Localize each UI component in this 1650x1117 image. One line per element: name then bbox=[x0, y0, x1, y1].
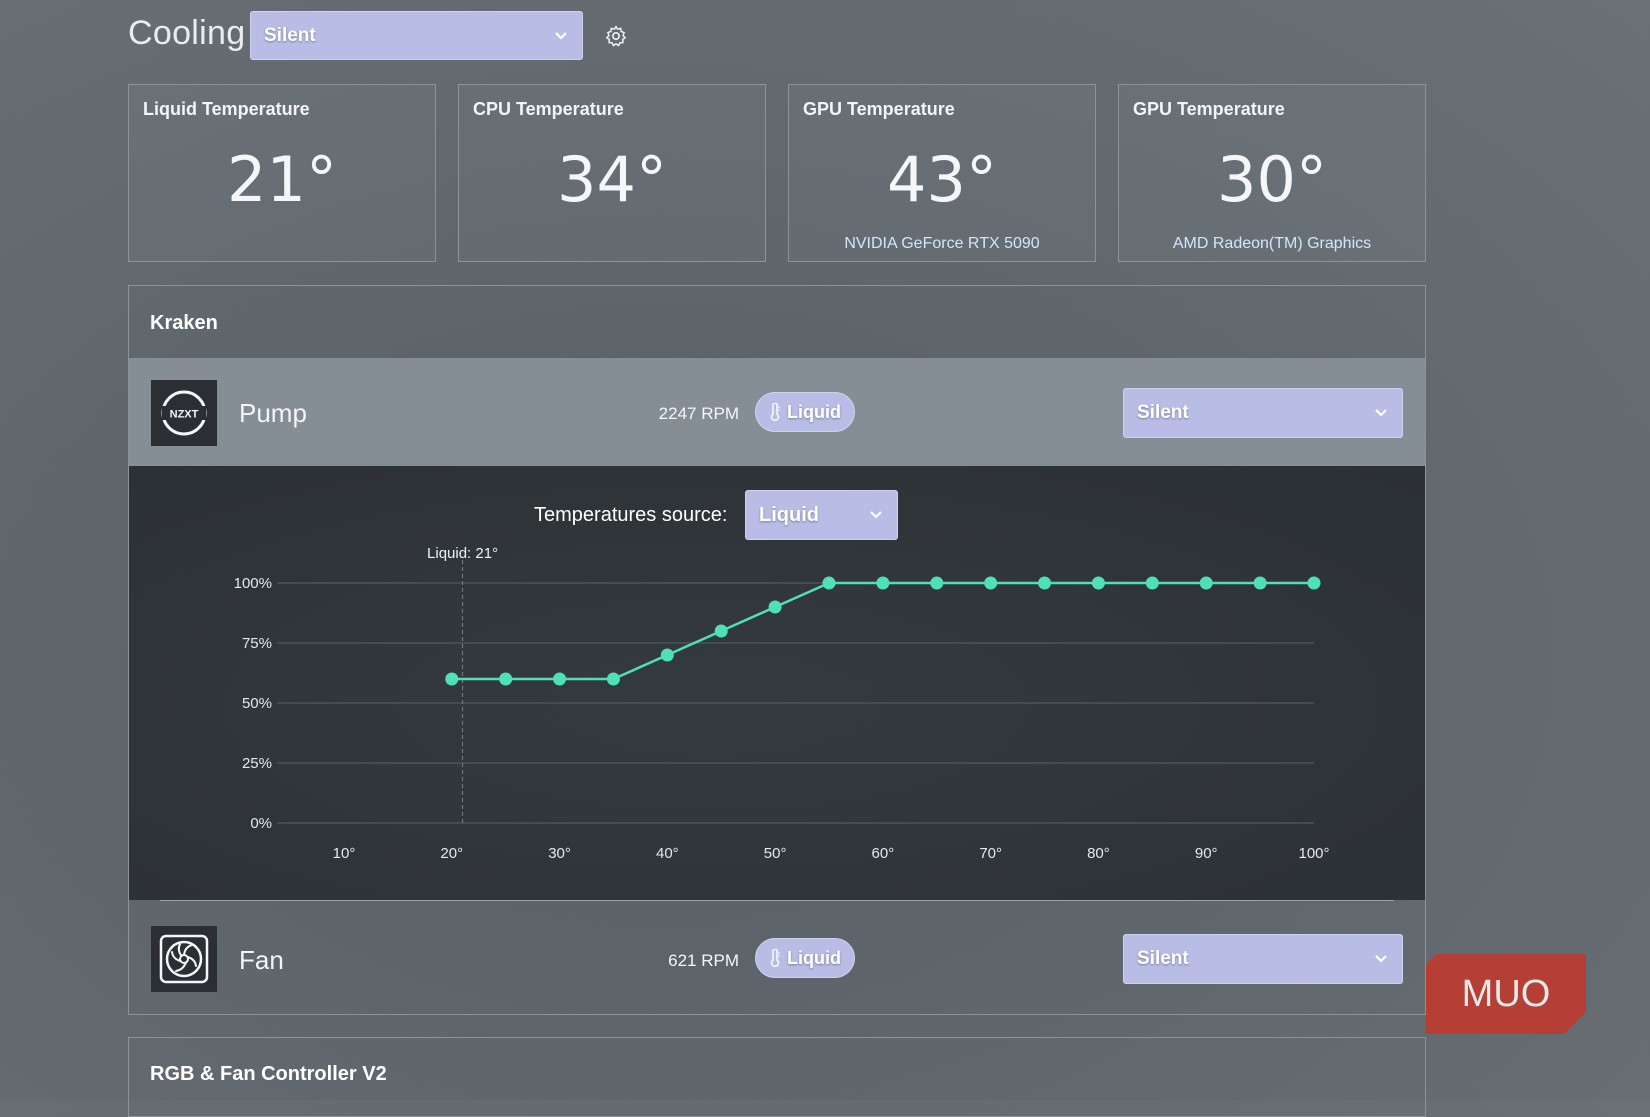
thermometer-icon bbox=[770, 949, 780, 967]
card-value: 30° bbox=[1217, 143, 1327, 216]
row-divider bbox=[160, 900, 1394, 901]
chevron-down-icon bbox=[870, 511, 882, 519]
nzxt-logo-icon: NZXT bbox=[151, 380, 217, 446]
card-value: 21° bbox=[227, 143, 337, 216]
rgb-fan-controller-title: RGB & Fan Controller V2 bbox=[150, 1063, 387, 1085]
curve-point[interactable] bbox=[1145, 576, 1159, 590]
muo-watermark-text: MUO bbox=[1462, 973, 1551, 1015]
x-tick-label: 50° bbox=[764, 845, 787, 862]
card-value: 43° bbox=[887, 143, 997, 216]
pump-name: Pump bbox=[239, 398, 307, 428]
muo-watermark-logo: MUO bbox=[1426, 954, 1586, 1034]
y-tick-label: 100% bbox=[234, 575, 272, 592]
card-label: Liquid Temperature bbox=[143, 99, 310, 119]
y-tick-label: 75% bbox=[242, 635, 272, 652]
nzxt-logo-text: NZXT bbox=[170, 409, 199, 421]
page-title: Cooling bbox=[128, 14, 246, 52]
x-tick-label: 70° bbox=[979, 845, 1002, 862]
curve-point[interactable] bbox=[606, 672, 620, 686]
curve-point[interactable] bbox=[499, 672, 513, 686]
curve-point[interactable] bbox=[553, 672, 567, 686]
x-tick-label: 100° bbox=[1298, 845, 1329, 862]
pump-profile-value: Silent bbox=[1137, 402, 1189, 423]
y-tick-label: 0% bbox=[250, 815, 272, 832]
gear-icon[interactable] bbox=[604, 24, 628, 48]
fan-icon bbox=[159, 934, 209, 984]
kraken-title: Kraken bbox=[150, 312, 218, 334]
temperature-source-value: Liquid bbox=[759, 503, 819, 526]
curve-point[interactable] bbox=[984, 576, 998, 590]
card-label: CPU Temperature bbox=[473, 99, 624, 119]
curve-point[interactable] bbox=[445, 672, 459, 686]
fan-name: Fan bbox=[239, 945, 284, 975]
chevron-down-icon bbox=[1375, 955, 1387, 963]
curve-point[interactable] bbox=[1038, 576, 1052, 590]
temperature-source-label: Temperatures source: bbox=[534, 504, 728, 526]
card-label: GPU Temperature bbox=[803, 99, 955, 119]
card-device-name: NVIDIA GeForce RTX 5090 bbox=[844, 235, 1040, 252]
x-tick-label: 80° bbox=[1087, 845, 1110, 862]
x-tick-label: 10° bbox=[333, 845, 356, 862]
current-temperature-label: Liquid: 21° bbox=[427, 545, 498, 562]
x-tick-label: 30° bbox=[548, 845, 571, 862]
fan-curve-line bbox=[451, 581, 1314, 681]
fan-device-icon bbox=[151, 926, 217, 992]
x-tick-label: 20° bbox=[440, 845, 463, 862]
fan-rpm: 621 RPM bbox=[668, 951, 739, 970]
cpu-temperature-card: CPU Temperature 34° bbox=[458, 84, 766, 262]
curve-point[interactable] bbox=[1307, 576, 1321, 590]
thermometer-icon bbox=[770, 403, 780, 421]
pill-label: Liquid bbox=[787, 947, 841, 968]
cooling-profile-select[interactable]: Silent bbox=[250, 11, 583, 60]
card-label: GPU Temperature bbox=[1133, 99, 1285, 119]
kraken-panel bbox=[128, 285, 1426, 1015]
x-tick-label: 40° bbox=[656, 845, 679, 862]
card-value: 34° bbox=[557, 143, 667, 216]
pump-source-pill[interactable]: Liquid bbox=[755, 392, 855, 432]
curve-point[interactable] bbox=[768, 600, 782, 614]
liquid-temperature-card: Liquid Temperature 21° bbox=[128, 84, 436, 262]
curve-point[interactable] bbox=[714, 624, 728, 638]
temperature-source-select[interactable]: Liquid bbox=[745, 490, 898, 540]
curve-point[interactable] bbox=[822, 576, 836, 590]
gpu-temperature-card-amd: GPU Temperature 30° AMD Radeon(TM) Graph… bbox=[1118, 84, 1426, 262]
fan-source-pill[interactable]: Liquid bbox=[755, 938, 855, 978]
pill-label: Liquid bbox=[787, 401, 841, 422]
pump-rpm: 2247 RPM bbox=[658, 404, 739, 423]
chevron-down-icon bbox=[555, 31, 567, 40]
x-tick-label: 90° bbox=[1195, 845, 1218, 862]
cooling-profile-value: Silent bbox=[264, 24, 316, 46]
curve-point[interactable] bbox=[660, 648, 674, 662]
curve-point[interactable] bbox=[1199, 576, 1213, 590]
curve-point[interactable] bbox=[1253, 576, 1267, 590]
x-tick-label: 60° bbox=[872, 845, 895, 862]
pump-profile-select[interactable]: Silent bbox=[1123, 388, 1403, 438]
chevron-down-icon bbox=[1375, 409, 1387, 417]
curve-point[interactable] bbox=[930, 576, 944, 590]
fan-profile-value: Silent bbox=[1137, 948, 1189, 969]
fan-profile-select[interactable]: Silent bbox=[1123, 934, 1403, 984]
gpu-temperature-card-nvidia: GPU Temperature 43° NVIDIA GeForce RTX 5… bbox=[788, 84, 1096, 262]
y-tick-label: 25% bbox=[242, 755, 272, 772]
card-device-name: AMD Radeon(TM) Graphics bbox=[1172, 235, 1372, 252]
y-tick-label: 50% bbox=[242, 695, 272, 712]
pump-speed-chart[interactable]: 100% 75% 50% 25% 0% 10° 20° 30° 40° 50° 60° 70° 80° 9… bbox=[129, 540, 1425, 890]
curve-point[interactable] bbox=[1091, 576, 1105, 590]
curve-point[interactable] bbox=[876, 576, 890, 590]
